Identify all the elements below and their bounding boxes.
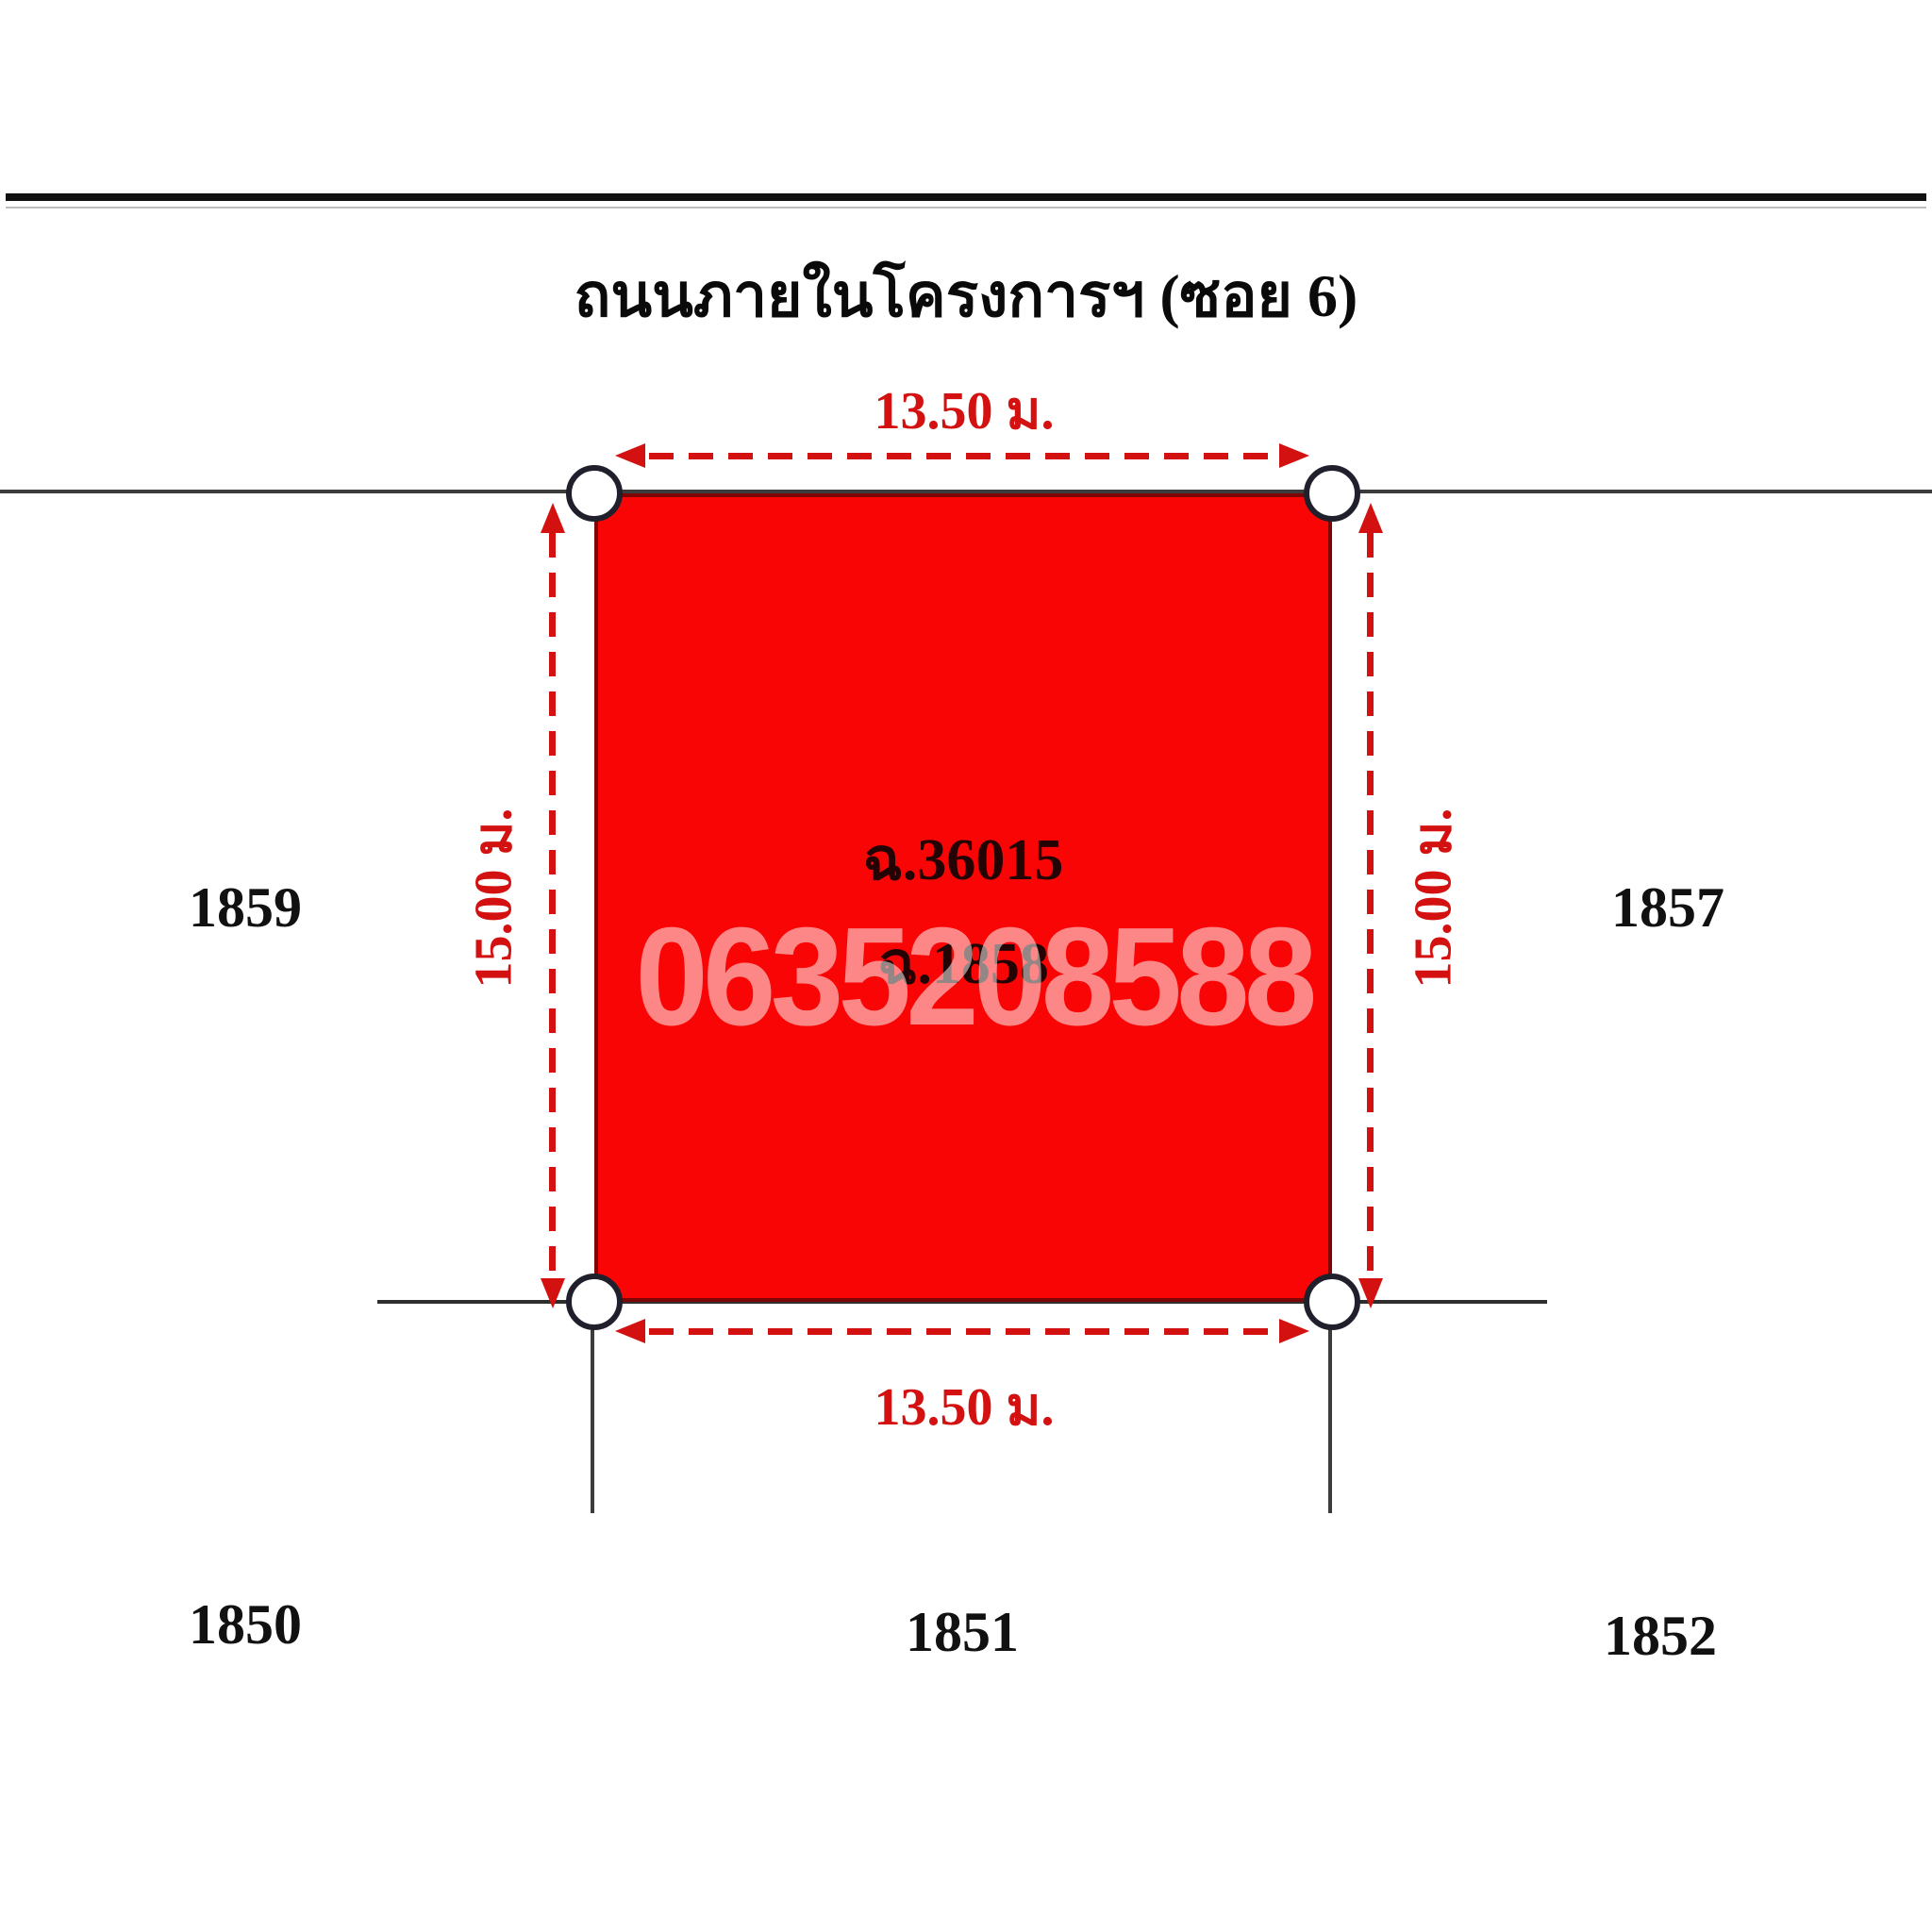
road-top-line-shadow (6, 207, 1926, 208)
corner-marker-top-right (1304, 465, 1360, 522)
arrowhead-left-top-icon (541, 503, 565, 533)
lot-divider-right-line (1328, 1313, 1332, 1513)
dimension-top-line (649, 453, 1279, 459)
neighbor-plot-bottom-right-label: 1852 (1604, 1605, 1717, 1667)
road-name-label: ถนนภายในโครงการฯ (ซอย 6) (574, 262, 1358, 329)
watermark-text: 0635208588 (635, 899, 1317, 1055)
lot-divider-left-line (591, 1313, 594, 1513)
arrowhead-top-left-icon (615, 443, 645, 468)
neighbor-plot-right-label: 1857 (1611, 876, 1724, 939)
highlighted-plot-polygon (594, 493, 1332, 1302)
dimension-left-line (549, 533, 556, 1278)
arrowhead-right-bottom-icon (1358, 1278, 1383, 1308)
bottom-boundary-line (377, 1300, 1547, 1304)
dimension-left-label: 15.00 ม. (464, 808, 524, 989)
neighbor-plot-left-label: 1859 (189, 876, 302, 939)
neighbor-plot-bottom-center-label: 1851 (906, 1601, 1019, 1663)
dimension-bottom-line (649, 1328, 1279, 1335)
arrowhead-bottom-right-icon (1279, 1319, 1309, 1343)
corner-marker-bottom-right (1304, 1274, 1360, 1330)
corner-marker-bottom-left (566, 1274, 623, 1330)
road-edge-line (0, 490, 1932, 493)
arrowhead-top-right-icon (1279, 443, 1309, 468)
arrowhead-bottom-left-icon (615, 1319, 645, 1343)
corner-marker-top-left (566, 465, 623, 522)
neighbor-plot-bottom-left-label: 1850 (189, 1593, 302, 1656)
road-top-line (6, 193, 1926, 201)
arrowhead-left-bottom-icon (541, 1278, 565, 1308)
deed-number-label: ฉ.36015 (862, 828, 1064, 892)
arrowhead-right-top-icon (1358, 503, 1383, 533)
parcel-number-label: ฉ.1858 (877, 932, 1049, 996)
dimension-top-label: 13.50 ม. (874, 382, 1055, 441)
dimension-bottom-label: 13.50 ม. (874, 1378, 1055, 1437)
dimension-right-label: 15.00 ม. (1404, 808, 1463, 989)
dimension-right-line (1367, 533, 1374, 1278)
